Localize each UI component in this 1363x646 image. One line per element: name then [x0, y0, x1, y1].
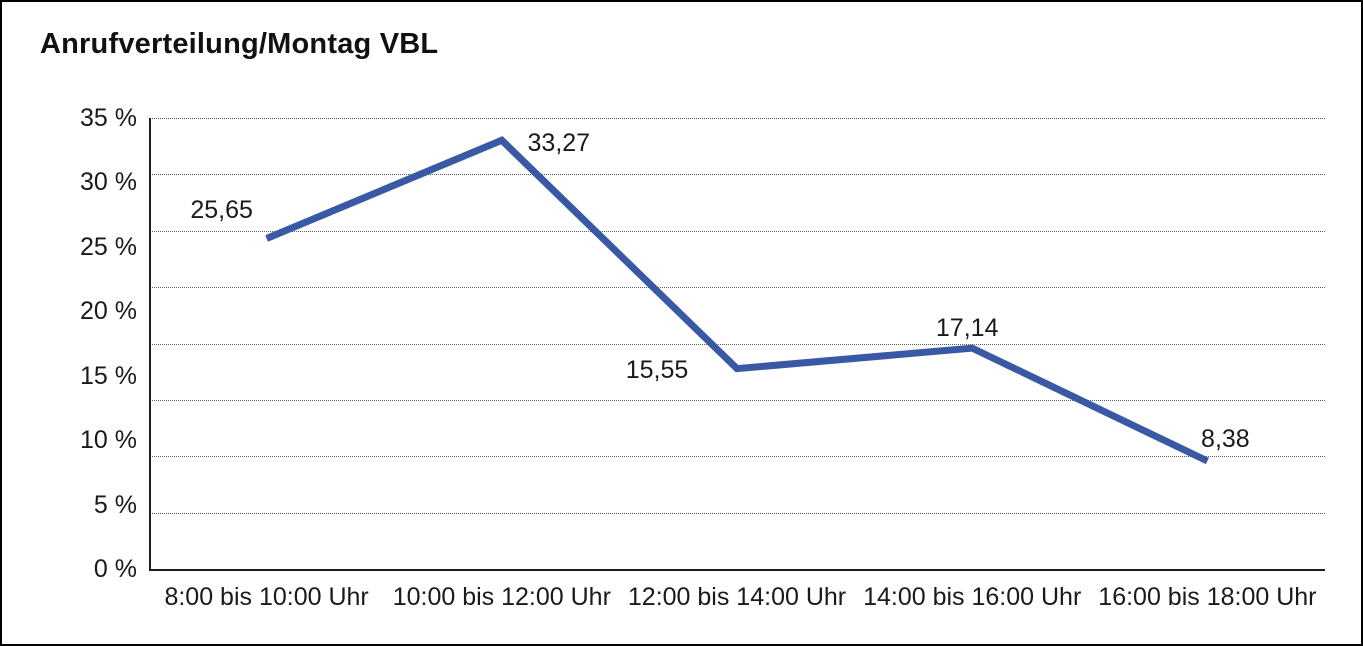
- x-axis-line: [149, 569, 1325, 571]
- gridline: [149, 174, 1325, 176]
- gridline: [149, 230, 1325, 232]
- data-point-label: 15,55: [625, 355, 689, 384]
- data-point-label: 17,14: [935, 314, 999, 343]
- data-point-label: 33,27: [527, 129, 591, 158]
- y-axis-line: [149, 118, 151, 569]
- x-axis-label: 14:00 bis 16:00 Uhr: [863, 583, 1082, 611]
- data-line-layer: [265, 136, 1209, 465]
- y-axis-label: 15 %: [80, 361, 137, 390]
- data-point-label: 8,38: [1201, 425, 1250, 454]
- x-axis-label: 12:00 bis 14:00 Uhr: [627, 583, 847, 611]
- x-axis-label: 16:00 bis 18:00 Uhr: [1098, 583, 1317, 611]
- y-axis-label: 5 %: [93, 490, 137, 519]
- data-line: [265, 136, 1209, 465]
- y-axis-label: 10 %: [80, 426, 137, 455]
- y-axis-label: 30 %: [80, 168, 137, 197]
- gridline: [149, 456, 1325, 458]
- y-axis-label: 0 %: [93, 555, 137, 583]
- y-axis-label: 20 %: [80, 297, 137, 326]
- gridline: [149, 512, 1325, 514]
- x-axis-label: 8:00 bis 10:00 Uhr: [164, 583, 369, 611]
- gridline: [149, 399, 1325, 401]
- chart-title: Anrufverteilung/Montag VBL: [40, 28, 439, 60]
- gridline: [149, 287, 1325, 289]
- gridline: [149, 343, 1325, 345]
- plot-area: [149, 118, 1325, 571]
- gridline: [149, 118, 1325, 119]
- data-point-label: 25,65: [190, 196, 253, 225]
- y-axis-label: 25 %: [80, 232, 137, 261]
- y-axis-label: 35 %: [80, 104, 137, 132]
- x-axis-label: 10:00 bis 12:00 Uhr: [392, 583, 611, 611]
